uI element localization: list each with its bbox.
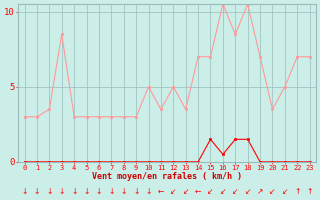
- Text: ↙: ↙: [170, 187, 177, 196]
- Text: ↑: ↑: [294, 187, 300, 196]
- Text: ↓: ↓: [108, 187, 115, 196]
- Text: ↓: ↓: [145, 187, 152, 196]
- X-axis label: Vent moyen/en rafales ( km/h ): Vent moyen/en rafales ( km/h ): [92, 172, 242, 181]
- Text: ←: ←: [158, 187, 164, 196]
- Text: ↓: ↓: [21, 187, 28, 196]
- Text: ↓: ↓: [59, 187, 65, 196]
- Text: ↓: ↓: [71, 187, 77, 196]
- Text: ↓: ↓: [121, 187, 127, 196]
- Text: ↙: ↙: [182, 187, 189, 196]
- Text: ↓: ↓: [133, 187, 139, 196]
- Text: ↓: ↓: [46, 187, 52, 196]
- Text: ↙: ↙: [207, 187, 214, 196]
- Text: ↗: ↗: [257, 187, 263, 196]
- Text: ↙: ↙: [220, 187, 226, 196]
- Text: ↙: ↙: [232, 187, 238, 196]
- Text: ↓: ↓: [34, 187, 40, 196]
- Text: ↑: ↑: [307, 187, 313, 196]
- Text: ←: ←: [195, 187, 201, 196]
- Text: ↙: ↙: [244, 187, 251, 196]
- Text: ↓: ↓: [84, 187, 90, 196]
- Text: ↙: ↙: [282, 187, 288, 196]
- Text: ↙: ↙: [269, 187, 276, 196]
- Text: ↓: ↓: [96, 187, 102, 196]
